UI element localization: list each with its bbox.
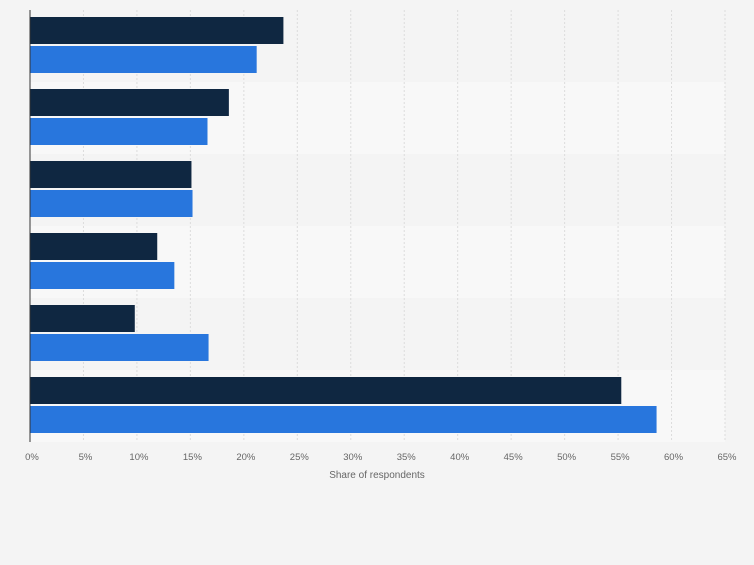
x-axis-title: Share of respondents <box>329 470 425 481</box>
x-tick-label: 35% <box>397 452 417 463</box>
bar-series-1 <box>30 377 622 404</box>
bar-series-1 <box>30 17 284 44</box>
x-tick-label: 50% <box>557 452 577 463</box>
bar-series-1 <box>30 161 192 188</box>
x-tick-label: 25% <box>290 452 310 463</box>
bar-series-2 <box>30 190 193 217</box>
x-axis-ticks: 0% 5% 10% 15% 20% 25% 30% 35% 40% 45% 50% 55% 60% 65% <box>25 452 737 463</box>
x-tick-label: 15% <box>183 452 203 463</box>
bar-series-2 <box>30 118 208 145</box>
bar-series-1 <box>30 233 158 260</box>
x-tick-label: 40% <box>450 452 470 463</box>
x-tick-label: 0% <box>25 452 39 463</box>
x-tick-label: 30% <box>343 452 363 463</box>
bar-series-2 <box>30 46 257 73</box>
bar-series-2 <box>30 406 657 433</box>
gridlines <box>82 10 726 442</box>
x-tick-label: 60% <box>664 452 684 463</box>
bars <box>30 17 657 433</box>
bar-series-2 <box>30 262 175 289</box>
x-tick-label: 5% <box>79 452 93 463</box>
bar-series-2 <box>30 334 209 361</box>
bar-series-1 <box>30 305 135 332</box>
bar-series-1 <box>30 89 229 116</box>
x-tick-label: 45% <box>504 452 524 463</box>
x-tick-label: 65% <box>717 452 737 463</box>
x-tick-label: 55% <box>611 452 631 463</box>
x-tick-label: 10% <box>129 452 149 463</box>
x-tick-label: 20% <box>236 452 256 463</box>
